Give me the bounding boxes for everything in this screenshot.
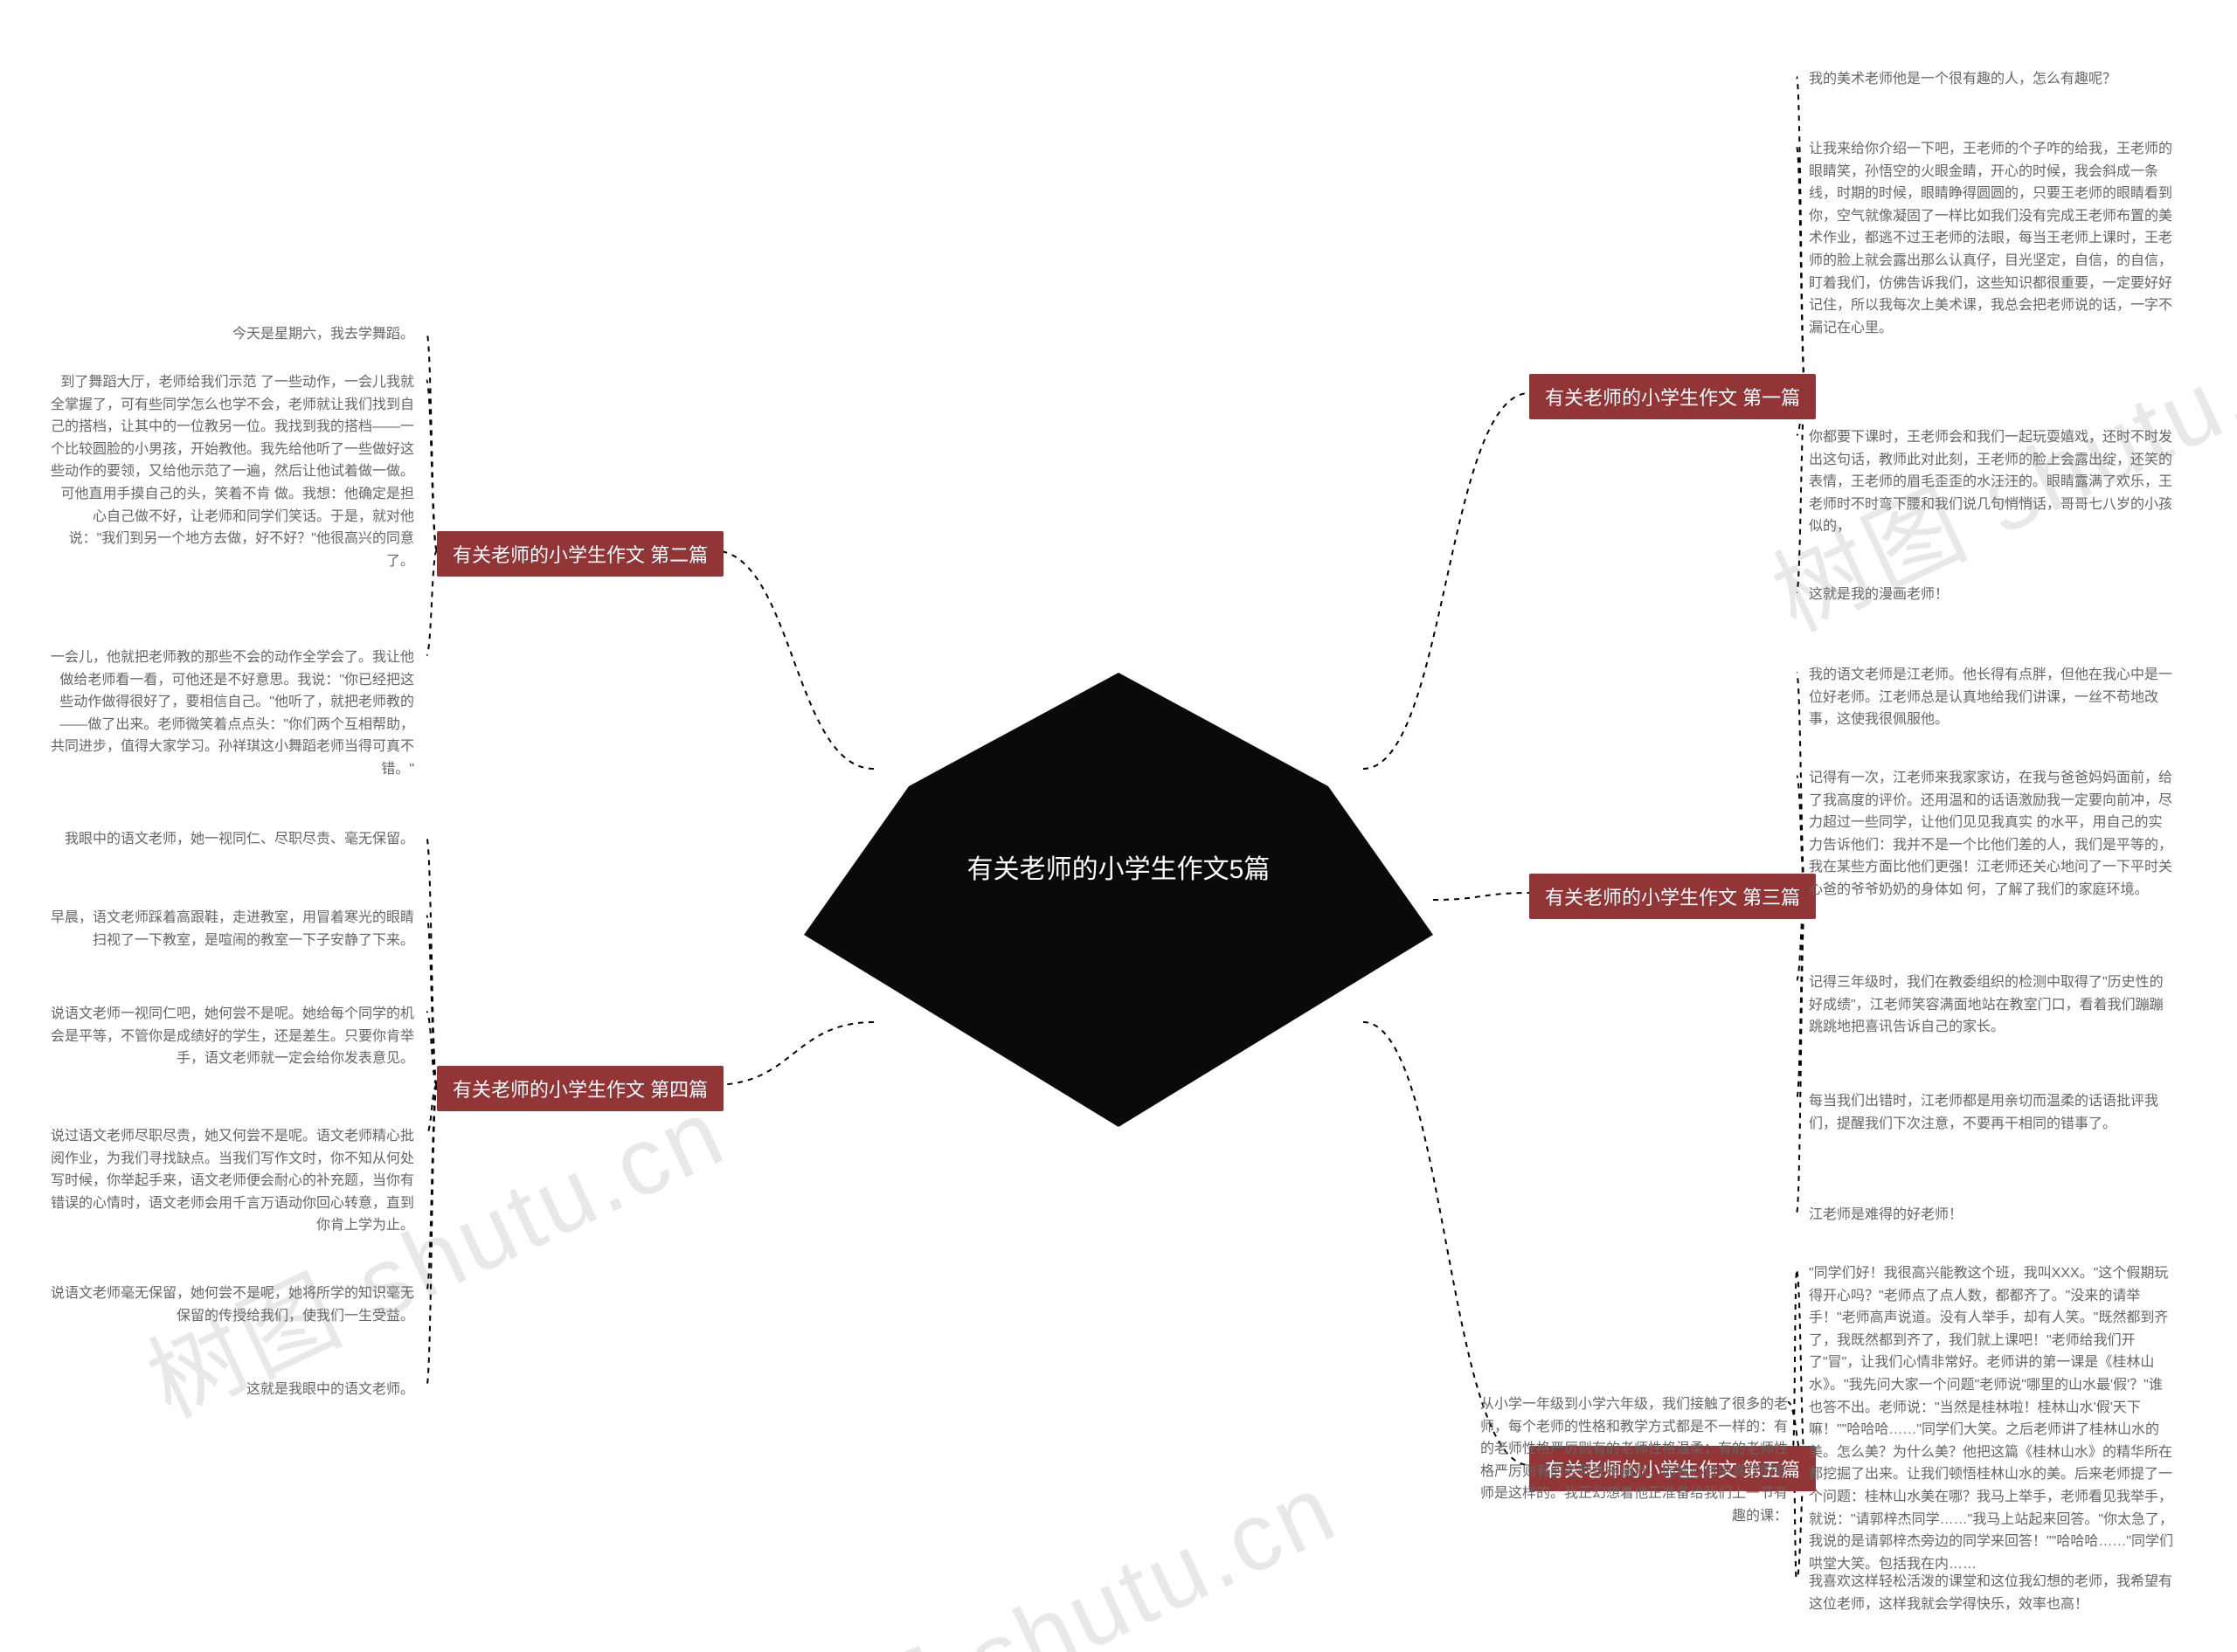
note-text: 记得有一次，江老师来我家家访，在我与爸爸妈妈面前，给了我高度的评价。还用温和的话… <box>1809 767 2176 902</box>
note-text: 这就是我的漫画老师！ <box>1809 584 2176 606</box>
center-title: 有关老师的小学生作文5篇 <box>804 847 1433 886</box>
chapter-label: 有关老师的小学生作文 第三篇 <box>1529 874 1816 919</box>
note-text: 我的语文老师是江老师。他长得有点胖，但他在我心中是一位好老师。江老师总是认真地给… <box>1809 664 2176 731</box>
note-text: 一会儿，他就把老师教的那些不会的动作全学会了。我让他做给老师看一看，可他还是不好… <box>47 646 414 781</box>
watermark: 树图 shutu.cn <box>733 1430 1354 1652</box>
note-text: 江老师是难得的好老师！ <box>1809 1204 2176 1227</box>
note-text: 说语文老师一视同仁吧，她何尝不是呢。她给每个同学的机会是平等，不管你是成绩好的学… <box>47 1003 414 1070</box>
note-text: 让我来给你介绍一下吧，王老师的个子咋的给我，王老师的眼睛笑，孙悟空的火眼金睛，开… <box>1809 138 2176 339</box>
note-text: "同学们好！我很高兴能教这个班，我叫XXX。"这个假期玩得开心吗？"老师点了点人… <box>1809 1262 2176 1575</box>
note-text: 说过语文老师尽职尽责，她又何尝不是呢。语文老师精心批阅作业，为我们寻找缺点。当我… <box>47 1125 414 1237</box>
note-text: 你都要下课时，王老师会和我们一起玩耍嬉戏，还时不时发出这句话，教师此对此刻，王老… <box>1809 426 2176 538</box>
note-text: 说语文老师毫无保留，她何尝不是呢，她将所学的知识毫无保留的传授给我们，使我们一生… <box>47 1282 414 1327</box>
note-text: 早晨，语文老师踩着高跟鞋，走进教室，用冒着寒光的眼睛扫视了一下教室，是喧闹的教室… <box>47 907 414 951</box>
note-text: 记得三年级时，我们在教委组织的检测中取得了"历史性的好成绩"，江老师笑容满面地站… <box>1809 971 2176 1039</box>
watermark-text: 树图 shutu.cn <box>745 1454 1353 1652</box>
note-text: 今天是星期六，我去学舞蹈。 <box>47 323 414 346</box>
note-text: 这就是我眼中的语文老师。 <box>47 1379 414 1401</box>
chapter-label: 有关老师的小学生作文 第四篇 <box>437 1066 724 1111</box>
note-text: 到了舞蹈大厅，老师给我们示范 了一些动作，一会儿我就全掌握了，可有些同学怎么也学… <box>47 371 414 572</box>
chapter-label: 有关老师的小学生作文 第二篇 <box>437 531 724 577</box>
note-text: 我的美术老师他是一个很有趣的人，怎么有趣呢？ <box>1809 68 2176 91</box>
note-text: 从小学一年级到小学六年级，我们接触了很多的老师，每个老师的性格和教学方式都是不一… <box>1473 1393 1788 1528</box>
note-text: 我喜欢这样轻松活泼的课堂和这位我幻想的老师，我希望有这位老师，这样我就会学得快乐… <box>1809 1571 2176 1615</box>
diamond-shape <box>804 673 1433 1127</box>
center-node: 有关老师的小学生作文5篇 <box>804 673 1433 1127</box>
note-text: 每当我们出错时，江老师都是用亲切而温柔的话语批评我们，提醒我们下次注意，不要再干… <box>1809 1090 2176 1135</box>
note-text: 我眼中的语文老师，她一视同仁、尽职尽责、毫无保留。 <box>47 828 414 851</box>
chapter-label: 有关老师的小学生作文 第一篇 <box>1529 374 1816 419</box>
